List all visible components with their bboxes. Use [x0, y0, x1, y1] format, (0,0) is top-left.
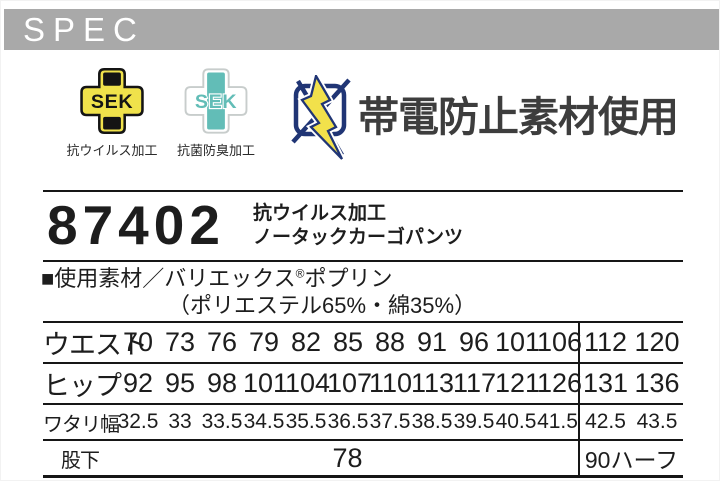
material-heading: ■使用素材／バリエックス®ポプリン	[41, 266, 393, 291]
size-cell: 131	[578, 362, 631, 404]
size-cell: 126	[537, 362, 582, 404]
size-cell: 79	[248, 327, 280, 357]
size-cell: 92	[117, 362, 159, 404]
size-cell: 76	[206, 327, 238, 357]
size-cell: 38.5	[411, 403, 453, 440]
size-cell: 42.5	[578, 403, 631, 440]
size-cell: 33	[159, 403, 201, 440]
sek-antivirus-badge-icon: SEK	[80, 68, 144, 134]
size-cell: 110	[369, 362, 412, 404]
size-cell: 136	[631, 362, 683, 404]
size-cell: 120	[634, 327, 680, 357]
product-name-line2: ノータックカーゴパンツ	[253, 227, 463, 248]
table-row-thigh-width: ワタリ幅 32.5 33 33.5 34.5 35.5 36.5 37.5 38…	[43, 403, 683, 440]
size-cell: 113	[411, 362, 454, 404]
divider	[43, 260, 683, 262]
registered-trademark-symbol: ®	[295, 266, 305, 281]
sek-antivirus-label: 抗ウイルス加工	[66, 143, 158, 158]
size-cell: 36.5	[327, 403, 369, 440]
sek-badge-text: SEK	[195, 91, 237, 113]
product-name: 抗ウイルス加工 ノータックカーゴパンツ	[253, 202, 463, 250]
size-cell: 88	[374, 327, 406, 357]
size-cell: 73	[164, 327, 196, 357]
size-cell: 112	[578, 322, 631, 363]
product-name-line1: 抗ウイルス加工	[253, 203, 387, 224]
size-cell: 35.5	[285, 403, 327, 440]
row-label: ヒップ	[43, 362, 122, 404]
size-cell: 39.5	[453, 403, 495, 440]
size-cell: 98	[201, 362, 243, 404]
page-title: SPEC	[23, 11, 145, 48]
sek-antibacterial-badge-icon: SEK	[184, 68, 248, 134]
size-cell: 101	[495, 327, 541, 357]
size-cell: 121	[495, 362, 540, 404]
row-label: ワタリ幅	[43, 403, 120, 440]
row-label: 股下	[43, 439, 117, 477]
size-cell: 37.5	[369, 403, 411, 440]
size-cell: 101	[243, 362, 288, 404]
size-cell: 34.5	[243, 403, 285, 440]
size-cell: 106	[537, 327, 583, 357]
table-row-inseam: 股下 78 90ハーフ	[43, 439, 683, 477]
size-cell: 78	[117, 439, 579, 477]
size-cell: 43.5	[631, 403, 683, 440]
table-row-waist: ウエスト 70 73 76 79 82 85 88 91 96 101 106 …	[43, 322, 683, 363]
size-cell: 90ハーフ	[578, 439, 683, 477]
size-cell: 70	[122, 327, 154, 357]
size-table: ウエスト 70 73 76 79 82 85 88 91 96 101 106 …	[43, 321, 683, 478]
spec-header-bar: SPEC	[4, 9, 719, 50]
row-label: ウエスト	[43, 330, 148, 360]
size-cell: 104	[285, 362, 330, 404]
sek-badge-text: SEK	[91, 91, 133, 113]
sek-antibacterial-label: 抗菌防臭加工	[176, 143, 255, 158]
size-cell: 107	[327, 362, 372, 404]
product-code: 87402	[47, 194, 225, 256]
size-cell: 82	[290, 327, 322, 357]
material-composition: （ポリエステル65%・綿35%）	[168, 293, 477, 318]
size-cell: 33.5	[201, 403, 243, 440]
size-cell: 32.5	[117, 403, 159, 440]
size-cell: 96	[458, 327, 490, 357]
table-row-hip: ヒップ 92 95 98 101 104 107 110 113 117 121…	[43, 362, 683, 404]
size-cell: 95	[159, 362, 201, 404]
size-cell: 41.5	[537, 403, 579, 440]
antistatic-heading: 帯電防止素材使用	[358, 94, 679, 140]
size-cell: 85	[332, 327, 364, 357]
size-cell: 40.5	[495, 403, 537, 440]
divider	[43, 190, 683, 192]
antistatic-lightning-icon	[291, 75, 351, 161]
size-cell: 91	[416, 327, 448, 357]
size-cell: 117	[453, 362, 496, 404]
